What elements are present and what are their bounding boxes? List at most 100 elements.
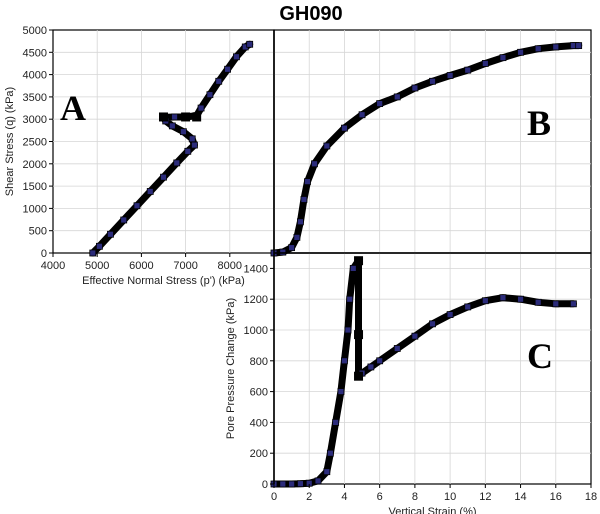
y-tick-label: 2500 (23, 137, 47, 149)
data-point (534, 298, 542, 306)
square-marker (354, 330, 364, 340)
data-point (311, 160, 318, 168)
x-tick-label: 0 (271, 491, 277, 503)
data-point (464, 303, 472, 311)
x-tick-label: 6 (377, 491, 383, 503)
x-tick-label: 10 (444, 491, 456, 503)
chart-title: GH090 (279, 3, 342, 25)
data-point (168, 122, 176, 130)
data-point (376, 100, 384, 107)
data-point (288, 244, 296, 252)
y-tick-label: 3000 (23, 114, 47, 126)
panel-letter: B (527, 103, 551, 143)
data-point (246, 40, 254, 48)
y-tick-label: 1400 (244, 263, 268, 275)
data-point (429, 77, 436, 85)
data-point (446, 311, 454, 319)
data-point (133, 202, 141, 210)
y-tick-label: 1200 (244, 294, 268, 306)
data-point (323, 468, 331, 476)
data-point (293, 233, 301, 241)
data-point (96, 242, 103, 250)
y-tick-label: 600 (250, 387, 268, 399)
square-marker (192, 112, 202, 122)
panel-letter: C (527, 336, 553, 376)
x-tick-label: 4000 (41, 260, 65, 272)
x-tick-label: 5000 (85, 260, 109, 272)
data-point (197, 104, 205, 112)
y-tick-label: 4500 (23, 47, 47, 59)
data-point (89, 249, 97, 257)
data-point (107, 230, 114, 238)
square-marker (159, 112, 168, 122)
data-point (332, 418, 340, 426)
data-point (358, 111, 366, 119)
x-tick-label: 7000 (173, 260, 197, 272)
y-axis-label: Pore Pressure Change (kPa) (225, 298, 237, 439)
y-tick-label: 3500 (23, 92, 47, 104)
data-point (367, 363, 375, 371)
data-point (575, 42, 583, 50)
panel-b: B (270, 29, 592, 257)
x-axis-label: Effective Normal Stress (p') (kPa) (82, 275, 245, 287)
data-point (341, 124, 348, 132)
y-tick-label: 500 (29, 226, 47, 238)
square-marker (181, 112, 191, 122)
data-point (191, 141, 198, 149)
data-point (337, 388, 345, 396)
data-point (304, 178, 311, 186)
data-point (346, 295, 354, 303)
data-point (279, 480, 287, 488)
data-point (517, 48, 524, 56)
data-point (552, 43, 560, 51)
y-tick-label: 0 (262, 479, 268, 491)
y-tick-label: 1000 (23, 203, 47, 215)
data-point (120, 216, 128, 224)
data-point (179, 128, 187, 136)
panel-c: 0 2 4 6 8 10 12 14 16 18 0 200 400 600 800 1000 1200 1400… (225, 252, 597, 514)
x-tick-label: 16 (550, 491, 562, 503)
x-tick-label: 6000 (129, 260, 153, 272)
x-tick-label: 18 (585, 491, 597, 503)
data-series-line (270, 42, 583, 257)
data-point (323, 142, 331, 150)
y-tick-label: 4000 (23, 70, 47, 82)
y-tick-label: 800 (250, 356, 268, 368)
x-tick-label: 14 (514, 491, 526, 503)
data-point (411, 332, 419, 340)
data-point (297, 218, 304, 226)
data-point (171, 113, 178, 121)
panel-a: 4000 5000 6000 7000 8000 0 500 1000 1500 2000 2500… (4, 25, 275, 287)
y-tick-label: 5000 (23, 25, 47, 37)
y-tick-label: 2000 (23, 159, 47, 171)
data-point (393, 93, 401, 101)
data-point (279, 248, 287, 256)
data-point (188, 135, 196, 143)
data-point (344, 326, 352, 334)
y-tick-label: 400 (250, 417, 268, 429)
data-point (499, 294, 507, 302)
y-tick-label: 200 (250, 448, 268, 460)
y-axis-label: Shear Stress (q) (kPa) (4, 87, 16, 196)
data-series-line (89, 40, 254, 257)
data-point (464, 66, 472, 74)
data-point (499, 54, 507, 62)
x-tick-label: 2 (306, 491, 312, 503)
data-point (300, 196, 308, 203)
data-point (552, 300, 560, 308)
square-marker (354, 371, 364, 381)
data-point (184, 147, 192, 155)
data-point (215, 77, 223, 85)
x-tick-label: 8000 (218, 260, 242, 272)
data-point (288, 480, 296, 488)
data-point (481, 60, 489, 67)
data-point (534, 45, 542, 53)
y-tick-label: 0 (41, 248, 47, 260)
data-point (446, 72, 454, 79)
data-point (206, 91, 214, 99)
data-point (481, 297, 489, 305)
data-point (517, 295, 524, 303)
panel-letter: A (60, 88, 86, 128)
data-point (349, 264, 357, 272)
data-point (173, 159, 181, 167)
